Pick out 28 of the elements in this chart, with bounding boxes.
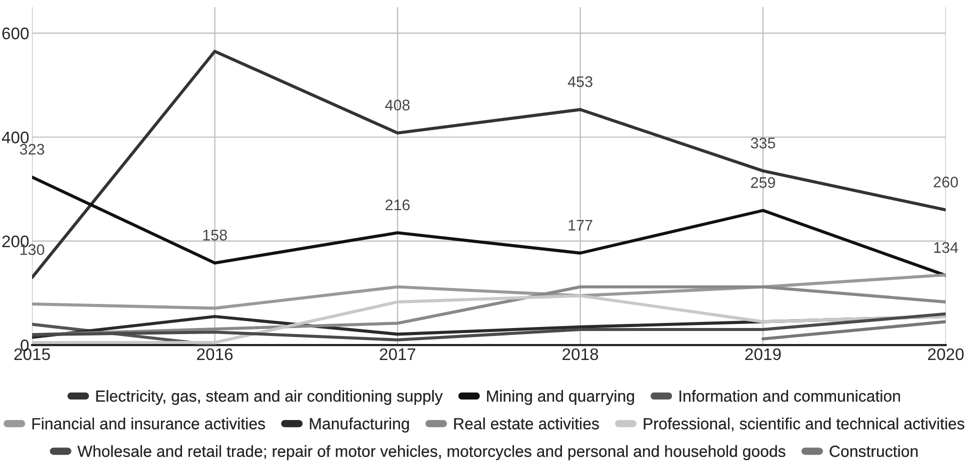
- legend-label: Electricity, gas, steam and air conditioning supply: [96, 390, 443, 405]
- x-tick-label: 2020: [928, 348, 964, 360]
- data-label: 453: [568, 76, 592, 88]
- legend-label: Real estate activities: [454, 418, 599, 430]
- line-series: [32, 273, 946, 310]
- data-label: 335: [750, 138, 776, 148]
- legend-label: Construction: [830, 445, 918, 457]
- legend-label: Manufacturing: [310, 418, 409, 433]
- data-label: 134: [934, 242, 958, 253]
- x-tick-label: 2019: [745, 348, 781, 360]
- legend-label: Information and communication: [680, 390, 900, 402]
- x-tick-label: 2018: [562, 348, 598, 360]
- data-label: 260: [934, 176, 958, 188]
- legend-label: Financial and insurance activities: [32, 418, 265, 430]
- data-label: 216: [386, 200, 410, 210]
- x-tick-label: 2016: [197, 348, 233, 360]
- data-label: 408: [385, 100, 410, 110]
- data-label: 158: [203, 230, 227, 240]
- data-label: 323: [20, 144, 44, 155]
- x-tick-label: 2017: [380, 348, 416, 360]
- legend-label: Wholesale and retail trade; repair of motor vehicles, motorcycles and personal and household goods: [77, 445, 786, 460]
- y-tick-label: 400: [2, 132, 29, 144]
- legend-label: Mining and quarrying: [487, 390, 634, 405]
- data-label: 177: [568, 220, 592, 230]
- data-label: 259: [751, 177, 776, 188]
- y-tick-label: 600: [2, 28, 29, 40]
- line-series: [32, 294, 946, 344]
- legend-label: Professional, scientific and technical activities: [644, 418, 964, 432]
